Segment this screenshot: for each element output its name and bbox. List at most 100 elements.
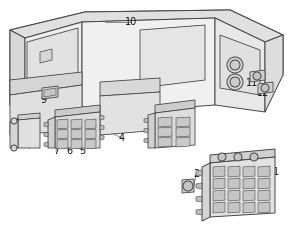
Polygon shape <box>42 86 58 99</box>
Text: 8: 8 <box>15 117 21 127</box>
Polygon shape <box>144 118 148 123</box>
Polygon shape <box>100 92 160 135</box>
Circle shape <box>230 60 240 70</box>
Polygon shape <box>220 35 260 95</box>
Text: 4: 4 <box>119 133 125 143</box>
Polygon shape <box>213 166 225 177</box>
Polygon shape <box>158 127 172 137</box>
Text: 9: 9 <box>40 95 46 105</box>
Circle shape <box>11 118 17 124</box>
Text: 3: 3 <box>160 117 166 127</box>
Polygon shape <box>228 202 240 213</box>
Polygon shape <box>202 163 210 221</box>
Circle shape <box>261 84 269 92</box>
Polygon shape <box>155 100 195 113</box>
Polygon shape <box>10 10 283 105</box>
Circle shape <box>234 153 242 161</box>
Polygon shape <box>213 202 225 213</box>
Polygon shape <box>228 166 240 177</box>
Polygon shape <box>18 118 40 148</box>
Polygon shape <box>148 113 155 148</box>
Polygon shape <box>55 105 100 117</box>
Circle shape <box>227 57 243 73</box>
Polygon shape <box>243 178 255 189</box>
Polygon shape <box>243 202 255 213</box>
Polygon shape <box>44 88 56 97</box>
Circle shape <box>183 181 193 191</box>
Text: 5: 5 <box>79 146 85 156</box>
Polygon shape <box>258 202 270 213</box>
Polygon shape <box>82 18 215 115</box>
Circle shape <box>250 153 258 161</box>
Polygon shape <box>258 166 270 177</box>
Polygon shape <box>71 119 82 129</box>
Polygon shape <box>55 112 100 148</box>
Polygon shape <box>85 119 96 129</box>
Polygon shape <box>228 178 240 189</box>
Text: 6: 6 <box>66 146 72 156</box>
Text: 2: 2 <box>193 169 199 179</box>
Polygon shape <box>71 129 82 139</box>
Polygon shape <box>10 10 283 42</box>
Polygon shape <box>57 119 68 129</box>
Polygon shape <box>71 139 82 149</box>
Polygon shape <box>25 22 82 115</box>
Polygon shape <box>265 35 283 112</box>
Polygon shape <box>100 125 104 130</box>
Polygon shape <box>57 139 68 149</box>
Polygon shape <box>140 25 205 88</box>
Polygon shape <box>196 170 202 176</box>
Polygon shape <box>210 149 275 163</box>
Polygon shape <box>250 70 265 82</box>
Polygon shape <box>155 108 195 148</box>
Polygon shape <box>44 142 48 147</box>
Text: 12: 12 <box>257 88 269 98</box>
Polygon shape <box>40 49 52 63</box>
Polygon shape <box>196 183 202 189</box>
Polygon shape <box>182 179 194 193</box>
Polygon shape <box>158 137 172 147</box>
Polygon shape <box>10 30 25 108</box>
Polygon shape <box>44 122 48 127</box>
Polygon shape <box>258 190 270 201</box>
Circle shape <box>253 72 261 80</box>
Circle shape <box>227 74 243 90</box>
Text: 7: 7 <box>53 146 59 156</box>
Polygon shape <box>228 190 240 201</box>
Polygon shape <box>176 117 190 127</box>
Polygon shape <box>85 139 96 149</box>
Polygon shape <box>258 82 273 94</box>
Polygon shape <box>10 85 82 135</box>
Polygon shape <box>258 178 270 189</box>
Polygon shape <box>196 196 202 202</box>
Polygon shape <box>44 132 48 137</box>
Polygon shape <box>144 138 148 143</box>
Polygon shape <box>213 190 225 201</box>
Polygon shape <box>18 113 40 120</box>
Polygon shape <box>27 28 78 90</box>
Polygon shape <box>10 72 82 95</box>
Polygon shape <box>210 157 275 217</box>
Polygon shape <box>100 135 104 140</box>
Polygon shape <box>196 209 202 215</box>
Polygon shape <box>100 115 104 120</box>
Polygon shape <box>176 127 190 137</box>
Circle shape <box>218 153 226 161</box>
Polygon shape <box>243 190 255 201</box>
Circle shape <box>230 77 240 87</box>
Polygon shape <box>213 178 225 189</box>
Text: 11: 11 <box>246 78 258 88</box>
Polygon shape <box>158 117 172 127</box>
Polygon shape <box>215 18 265 112</box>
Polygon shape <box>144 128 148 133</box>
Polygon shape <box>57 129 68 139</box>
Polygon shape <box>85 129 96 139</box>
Circle shape <box>11 145 17 151</box>
Text: 1: 1 <box>273 167 279 177</box>
Text: 10: 10 <box>125 17 137 27</box>
Polygon shape <box>243 166 255 177</box>
Polygon shape <box>176 137 190 147</box>
Polygon shape <box>10 120 18 148</box>
Polygon shape <box>100 78 160 96</box>
Polygon shape <box>48 117 55 148</box>
